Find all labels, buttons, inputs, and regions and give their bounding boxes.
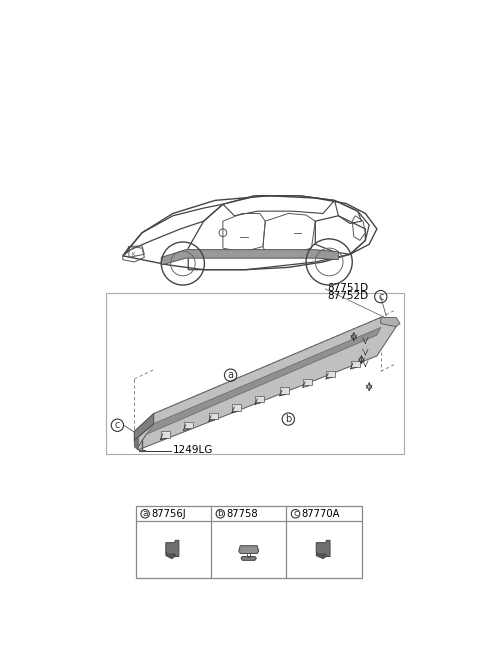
Polygon shape [166, 541, 179, 556]
Polygon shape [134, 318, 396, 450]
Polygon shape [241, 556, 256, 560]
Polygon shape [316, 552, 326, 559]
Bar [136, 506, 361, 578]
Text: 87752D: 87752D [327, 291, 368, 301]
Polygon shape [303, 379, 312, 385]
Text: 1249LG: 1249LG [173, 445, 213, 455]
Polygon shape [134, 414, 154, 441]
Polygon shape [232, 405, 241, 411]
Text: a: a [143, 509, 148, 518]
Polygon shape [161, 250, 338, 265]
Text: 87756J: 87756J [151, 509, 186, 519]
Polygon shape [209, 413, 218, 419]
Polygon shape [280, 388, 289, 394]
Text: c: c [293, 509, 298, 518]
Text: 87758: 87758 [227, 509, 258, 519]
Text: c: c [115, 420, 120, 430]
Polygon shape [134, 437, 138, 450]
Text: 87751D: 87751D [327, 283, 368, 293]
Polygon shape [239, 546, 259, 554]
Text: 87770A: 87770A [302, 509, 340, 519]
Polygon shape [160, 432, 170, 438]
Text: K: K [132, 252, 135, 256]
Polygon shape [381, 318, 400, 327]
Polygon shape [316, 541, 330, 556]
Polygon shape [255, 396, 264, 402]
Polygon shape [134, 414, 154, 441]
Polygon shape [351, 361, 360, 367]
Bar [106, 293, 404, 455]
Text: c: c [378, 292, 384, 302]
Polygon shape [184, 422, 193, 428]
Text: b: b [285, 414, 291, 424]
Polygon shape [166, 552, 175, 559]
Polygon shape [326, 371, 336, 377]
Polygon shape [138, 327, 381, 447]
Text: a: a [228, 370, 234, 380]
Text: b: b [217, 509, 223, 518]
